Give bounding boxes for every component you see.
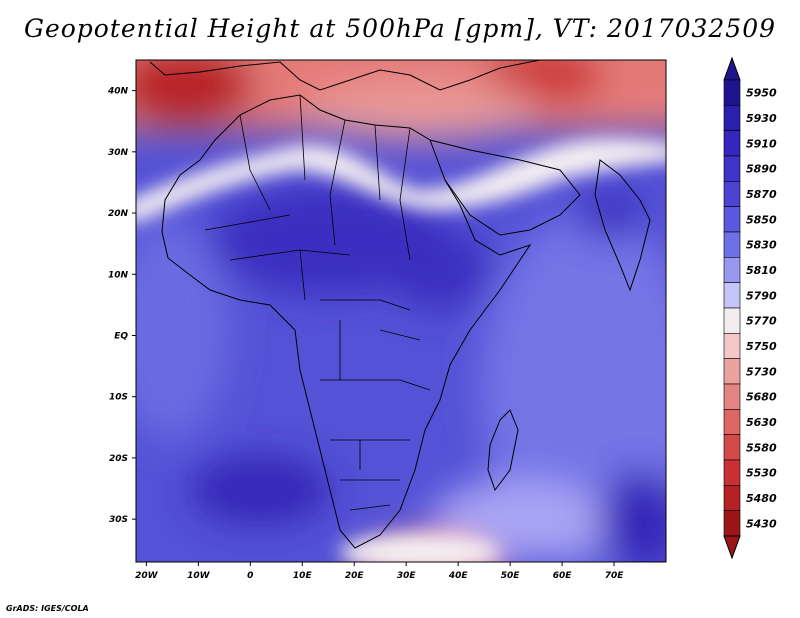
colorbar-label: 5530 — [746, 467, 777, 480]
colorbar: 5950 5930 5910 5890 5870 5850 5830 5810 5790 5770… — [723, 56, 777, 560]
colorbar-label: 5480 — [746, 492, 777, 505]
colorbar-label: 5730 — [746, 365, 777, 378]
lat-tick-label: 20S — [109, 454, 128, 464]
lon-tick-label: 70E — [605, 571, 625, 581]
lon-tick-label: 20W — [135, 571, 159, 581]
colorbar-label: 5790 — [746, 289, 777, 302]
colorbar-swatch — [723, 307, 741, 334]
madagascar-coastline — [487, 409, 519, 492]
latitude-axis: 40N 30N 20N 10N EQ 10S 20S 30S — [107, 87, 136, 525]
colorbar-swatch — [723, 383, 741, 410]
colorbar-label: 5580 — [746, 441, 777, 454]
lat-tick-label: 30S — [109, 515, 128, 525]
lat-tick-label: 40N — [107, 87, 129, 97]
coastlines-and-borders — [149, 60, 651, 549]
lat-tick-label: 10N — [108, 270, 129, 280]
arabia-coastline — [429, 139, 581, 236]
lon-tick-label: 10W — [187, 571, 211, 581]
lon-tick-label: 40E — [448, 571, 469, 581]
colorbar-swatch — [723, 409, 741, 435]
colorbar-bottom-arrow — [723, 535, 741, 560]
colorbar-label: 5630 — [746, 416, 777, 429]
colorbar-label: 5680 — [746, 391, 777, 404]
grads-credit: GrADS: IGES/COLA — [6, 604, 89, 613]
border-lines — [204, 94, 431, 511]
lon-tick-label: 30E — [397, 571, 417, 581]
lon-tick-label: 60E — [553, 571, 573, 581]
colorbar-label: 5950 — [746, 87, 777, 100]
colorbar-label: 5890 — [746, 163, 777, 176]
colorbar-swatch — [723, 79, 741, 106]
colorbar-label: 5430 — [746, 517, 777, 530]
colorbar-swatch — [723, 257, 741, 283]
colorbar-swatch — [723, 358, 741, 385]
height-field-shading — [136, 60, 666, 562]
colorbar-label: 5870 — [746, 188, 777, 201]
colorbar-swatch — [723, 333, 741, 359]
colorbar-swatch — [723, 485, 741, 511]
africa-coastline — [161, 94, 532, 549]
lat-tick-label: 10S — [109, 393, 128, 403]
longitude-axis: 20W 10W 0 10E 20E 30E 40E 50E 60E 70E — [135, 562, 624, 581]
lon-tick-label: 20E — [345, 571, 365, 581]
colorbar-swatch — [723, 282, 741, 309]
colorbar-swatch — [723, 231, 741, 258]
colorbar-swatch — [723, 459, 741, 486]
lat-tick-label: 20N — [108, 209, 129, 219]
colorbar-label: 5750 — [746, 340, 777, 353]
europe-coastline — [149, 60, 541, 91]
colorbar-label: 5830 — [746, 239, 777, 252]
lon-tick-label: 0 — [247, 571, 253, 581]
lon-tick-label: 10E — [293, 571, 313, 581]
colorbar-top-arrow — [723, 56, 741, 81]
colorbar-swatch — [723, 105, 741, 131]
lat-tick-label: EQ — [114, 331, 128, 341]
colorbar-swatch — [723, 181, 741, 207]
lat-tick-label: 30N — [108, 148, 129, 158]
lon-tick-label: 50E — [501, 571, 521, 581]
colorbar-label: 5930 — [746, 112, 777, 125]
colorbar-swatch — [723, 206, 741, 233]
india-coastline — [594, 159, 651, 292]
colorbar-swatch — [723, 155, 741, 182]
colorbar-swatch — [723, 130, 741, 157]
colorbar-label: 5770 — [746, 315, 777, 328]
colorbar-swatch — [723, 434, 741, 461]
colorbar-swatch — [723, 510, 741, 537]
map-frame — [135, 59, 667, 563]
colorbar-label: 5910 — [746, 137, 777, 150]
colorbar-label: 5850 — [746, 213, 777, 226]
chart-title: Geopotential Height at 500hPa [gpm], VT:… — [23, 14, 777, 43]
colorbar-label: 5810 — [746, 264, 777, 277]
